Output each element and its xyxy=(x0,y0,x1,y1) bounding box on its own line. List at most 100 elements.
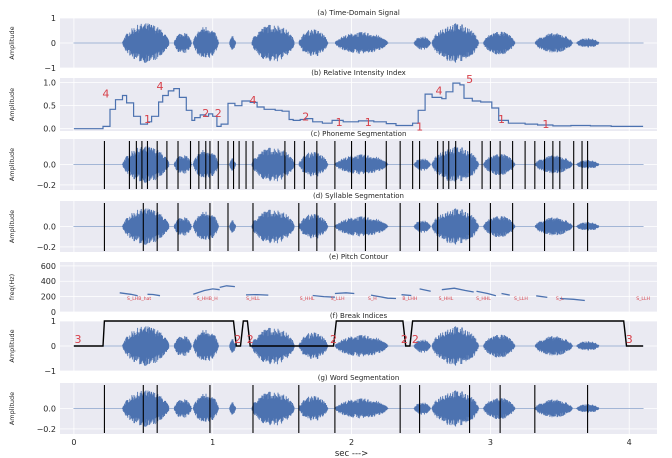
panel-title: (a) Time-Domain Signal xyxy=(317,9,400,17)
annotation-3: 3 xyxy=(626,333,633,346)
y-tick-label: 1 xyxy=(51,14,56,23)
annotation-1: 1 xyxy=(144,113,151,126)
waveform xyxy=(73,146,644,183)
annotation-1: 1 xyxy=(498,113,505,126)
pitch-label: S_LHB_hat xyxy=(127,296,151,302)
waveform xyxy=(73,208,644,245)
annotation-5: 5 xyxy=(466,73,473,86)
annotation-4: 4 xyxy=(102,88,109,101)
y-tick-label: 0.0 xyxy=(43,161,56,170)
panel-title: (c) Phoneme Segmentation xyxy=(311,130,407,138)
pitch-segment xyxy=(441,287,474,293)
panel-title: (g) Word Segmentation xyxy=(318,374,400,382)
pitch-segment xyxy=(334,292,355,295)
pitch-segment xyxy=(193,288,220,295)
panel-title: (e) Pitch Contour xyxy=(329,253,388,261)
y-tick-label: −1 xyxy=(44,64,56,73)
y-axis-label: Amplitude xyxy=(8,329,16,362)
annotation-2: 2 xyxy=(234,333,241,346)
pitch-label: S_H xyxy=(368,296,377,302)
y-tick-label: 0 xyxy=(51,308,56,317)
pitch-label: S_HHL xyxy=(476,296,491,302)
pitch-label: S_HLL xyxy=(246,296,260,302)
annotation-4: 4 xyxy=(249,94,256,107)
annotation-4: 4 xyxy=(156,80,163,93)
pitch-label: B_LHH xyxy=(402,296,417,302)
pitch-segment xyxy=(559,297,585,302)
annotation-2: 2 xyxy=(247,333,254,346)
x-tick-label: 3 xyxy=(488,438,493,447)
pitch-segment xyxy=(147,293,161,297)
pitch-label: S_L xyxy=(556,296,564,302)
y-tick-label: 0.0 xyxy=(43,405,56,414)
panel-g: 0.0 −0.2 (g) Word Segmentation Amplitude xyxy=(8,374,657,434)
pitch-segment xyxy=(219,285,235,289)
annotation-2: 2 xyxy=(401,333,408,346)
y-axis-label: freq(Hz) xyxy=(8,274,16,300)
annotation-1: 1 xyxy=(365,116,372,129)
pitch-segment xyxy=(370,294,397,300)
y-tick-label: −1 xyxy=(44,367,56,376)
pitch-label: S_LLH xyxy=(514,296,528,302)
y-tick-label: 400 xyxy=(41,277,56,286)
pitch-segment xyxy=(476,290,497,297)
panel-title: (b) Relative Intensity Index xyxy=(311,69,406,77)
y-axis-label: Amplitude xyxy=(8,210,16,243)
pitch-segment xyxy=(401,294,412,297)
panel-title: (d) Syllable Segmentation xyxy=(313,192,404,200)
panel-e: 600 400 200 0 (e) Pitch Contour freq(Hz) S_LHB… xyxy=(8,253,657,317)
y-tick-label: 1 xyxy=(51,317,56,326)
annotation-1: 1 xyxy=(416,120,423,133)
pitch-label: S_LLH xyxy=(636,296,650,302)
y-tick-label: −0.2 xyxy=(37,181,56,190)
x-tick-label: 1 xyxy=(210,438,215,447)
pitch-segment xyxy=(119,292,138,297)
y-tick-label: 0.5 xyxy=(43,102,56,111)
annotation-1: 1 xyxy=(542,118,549,131)
pitch-segment xyxy=(419,288,431,292)
annotation-2: 2 xyxy=(215,107,222,120)
y-tick-label: −0.2 xyxy=(37,243,56,252)
y-axis-label: Amplitude xyxy=(8,88,16,121)
panels: 10−1(a) Time-Domain SignalAmplitude1.00.… xyxy=(8,9,657,434)
intensity-line xyxy=(73,82,644,130)
break-line xyxy=(73,320,644,347)
pitch-segment xyxy=(312,294,335,298)
annotation-2: 2 xyxy=(330,333,337,346)
pitch-label: S_LLH xyxy=(331,296,345,302)
y-tick-label: 0 xyxy=(51,342,56,351)
panel-a: 1 0 −1 (a) Time-Domain Signal Amplitude xyxy=(8,9,657,73)
pitch-label: S_HHL xyxy=(439,296,454,302)
y-tick-label: 0 xyxy=(51,39,56,48)
x-tick-label: 4 xyxy=(627,438,632,447)
y-tick-label: 600 xyxy=(41,262,56,271)
x-tick-label: 2 xyxy=(349,438,354,447)
annotation-2: 2 xyxy=(302,110,309,123)
y-tick-label: 0.0 xyxy=(43,223,56,232)
panel-c: 0.0 −0.2 (c) Phoneme Segmentation Amplitude xyxy=(8,130,657,190)
pitch-segment xyxy=(501,292,510,296)
y-axis-label: Amplitude xyxy=(8,148,16,181)
y-axis-label: Amplitude xyxy=(8,392,16,425)
waveform xyxy=(73,390,644,427)
annotation-3: 3 xyxy=(75,333,82,346)
y-tick-label: 1.0 xyxy=(43,79,56,88)
pitch-label: S_HHB_H xyxy=(197,296,218,302)
annotation-4: 4 xyxy=(436,84,443,97)
annotation-2: 2 xyxy=(202,107,209,120)
y-tick-label: 0.0 xyxy=(43,125,56,134)
pitch-label: S_HHL xyxy=(300,296,315,302)
panel-d: 0.0 −0.2 (d) Syllable Segmentation Amplitud… xyxy=(8,192,657,252)
panel-title: (f) Break Indices xyxy=(330,312,388,320)
panel-b: 1.0 0.5 0.0 (b) Relative Intensity Index Amp… xyxy=(8,69,657,134)
x-axis: 0 1 2 3 4 xyxy=(71,438,631,447)
waveform xyxy=(73,23,644,63)
pitch-segment xyxy=(245,293,269,296)
x-tick-label: 0 xyxy=(71,438,76,447)
y-tick-label: −0.2 xyxy=(37,425,56,434)
x-axis-label: sec ---> xyxy=(335,449,368,458)
annotation-2: 2 xyxy=(412,333,419,346)
y-axis-label: Amplitude xyxy=(8,26,16,59)
y-tick-label: 200 xyxy=(41,293,56,302)
